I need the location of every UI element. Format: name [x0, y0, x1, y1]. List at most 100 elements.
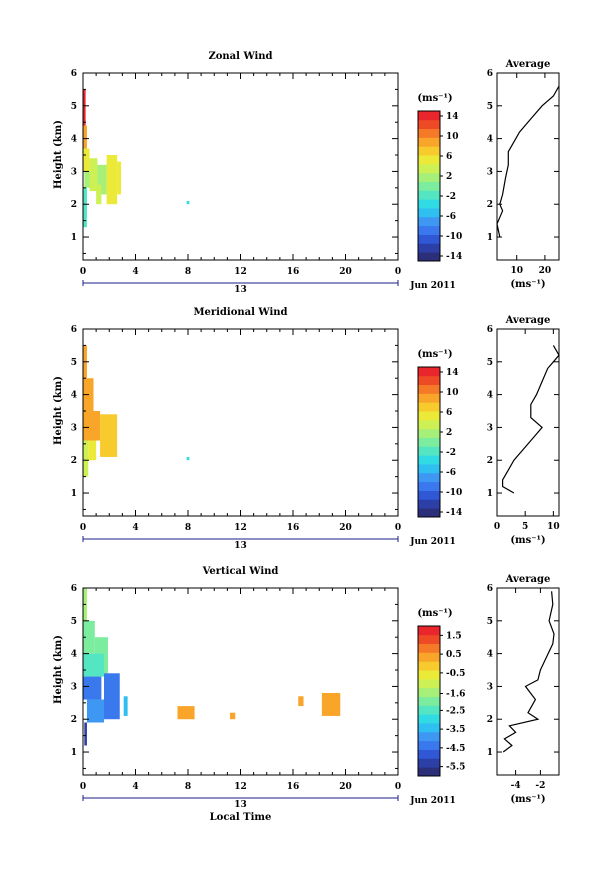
colorbar-swatch: [418, 499, 440, 509]
colorbar-swatch: [418, 181, 440, 191]
colorbar-tick-label: -2: [446, 192, 456, 202]
colorbar-tick-label: 14: [446, 368, 459, 378]
colorbar-tick-label: -10: [446, 488, 462, 498]
heatmap-cell: [186, 456, 190, 461]
y-tick-label: 6: [71, 69, 77, 79]
y-tick-label: 5: [71, 617, 77, 627]
colorbar-frame: [417, 110, 441, 262]
heatmap-cell: [83, 411, 101, 441]
colorbar-tick-label: 6: [446, 152, 452, 162]
colorbar-swatch: [418, 731, 440, 742]
colorbar-unit: (ms⁻¹): [417, 349, 452, 360]
y-tick-label: 5: [71, 358, 77, 368]
heatmap-cell: [83, 620, 95, 654]
average-unit: (ms⁻¹): [510, 794, 545, 805]
heatmap-cell: [123, 696, 128, 716]
day-label: 13: [234, 541, 247, 551]
colorbar-swatch: [418, 411, 440, 421]
average-y-tick-label: 2: [487, 200, 493, 210]
x-tick-label: 4: [132, 267, 138, 277]
y-tick-label: 1: [71, 489, 77, 499]
date-label: Jun 2011: [409, 796, 456, 806]
colorbar-swatch: [418, 155, 440, 165]
colorbar-tick-label: -14: [446, 508, 462, 518]
average-y-tick-label: 4: [487, 391, 493, 401]
y-tick-label: 3: [71, 682, 77, 692]
average-frame: [496, 328, 560, 517]
average-x-tick-label: 5: [522, 522, 528, 532]
colorbar-swatch: [418, 402, 440, 412]
x-tick-label: 0: [80, 782, 86, 792]
colorbar-swatch: [418, 446, 440, 456]
y-tick-label: 4: [71, 391, 77, 401]
average-y-tick-label: 6: [487, 584, 493, 594]
colorbar-swatch: [418, 216, 440, 227]
average-frame: [496, 72, 560, 261]
plot-frame: [82, 72, 399, 261]
y-tick-label: 5: [71, 102, 77, 112]
colorbar-swatch: [418, 190, 440, 200]
heatmap-cell: [97, 164, 107, 195]
heatmap-cell: [104, 673, 120, 720]
y-tick-label: 1: [71, 748, 77, 758]
colorbar-tick-label: -10: [446, 232, 462, 242]
colorbar-swatch: [418, 749, 440, 759]
colorbar-swatch: [418, 252, 440, 262]
x-tick-label: 8: [185, 523, 191, 533]
x-tick-label: 0: [395, 782, 401, 792]
date-label: Jun 2011: [409, 281, 456, 291]
colorbar-tick-label: -6: [446, 468, 456, 478]
panel-title: Meridional Wind: [193, 307, 287, 318]
colorbar-swatch: [418, 758, 440, 768]
heatmap-cell: [84, 722, 87, 746]
x-tick-label: 8: [185, 782, 191, 792]
y-tick-label: 2: [71, 715, 77, 725]
colorbar-swatch: [418, 137, 440, 147]
heatmap-cell: [100, 414, 118, 457]
x-tick-label: 0: [80, 267, 86, 277]
y-tick-label: 1: [71, 233, 77, 243]
x-tick-label: 0: [80, 523, 86, 533]
colorbar-swatch: [418, 508, 440, 518]
heatmap-cell: [83, 653, 104, 677]
average-y-tick-label: 5: [487, 358, 493, 368]
colorbar-swatch: [418, 428, 440, 438]
x-axis-label: Local Time: [210, 812, 272, 823]
average-x-tick-label: 10: [547, 522, 560, 532]
colorbar-frame: [417, 625, 441, 777]
colorbar-swatch: [418, 455, 440, 465]
heatmap-cell: [83, 148, 90, 172]
colorbar-tick-label: -2.5: [446, 706, 465, 716]
x-tick-label: 12: [234, 782, 247, 792]
colorbar-swatch: [418, 687, 440, 697]
colorbar-swatch: [418, 393, 440, 403]
heatmap-cell: [230, 712, 236, 720]
x-tick-label: 20: [339, 782, 352, 792]
average-frame: [496, 587, 560, 776]
average-profile-line: [496, 85, 560, 238]
average-y-tick-label: 6: [487, 69, 493, 79]
colorbar-swatch: [418, 384, 440, 394]
colorbar-swatch: [418, 670, 440, 680]
colorbar-swatch: [418, 723, 440, 733]
colorbar-swatch: [418, 740, 440, 750]
average-x-tick-label: 0: [494, 522, 500, 532]
colorbar-unit: (ms⁻¹): [417, 93, 452, 104]
colorbar-swatch: [418, 119, 440, 130]
colorbar-swatch: [418, 375, 440, 386]
colorbar-frame: [417, 366, 441, 518]
colorbar-swatch: [418, 367, 440, 377]
y-tick-label: 3: [71, 167, 77, 177]
heatmap-cell: [96, 184, 102, 205]
plot-frame: [82, 328, 399, 517]
y-tick-label: 4: [71, 650, 77, 660]
x-tick-label: 12: [234, 267, 247, 277]
average-y-tick-label: 4: [487, 650, 493, 660]
x-tick-label: 20: [339, 523, 352, 533]
colorbar-swatch: [418, 243, 440, 253]
y-axis-label: Height (km): [53, 635, 64, 704]
x-tick-label: 4: [132, 782, 138, 792]
average-x-tick-label: -4: [511, 781, 521, 791]
